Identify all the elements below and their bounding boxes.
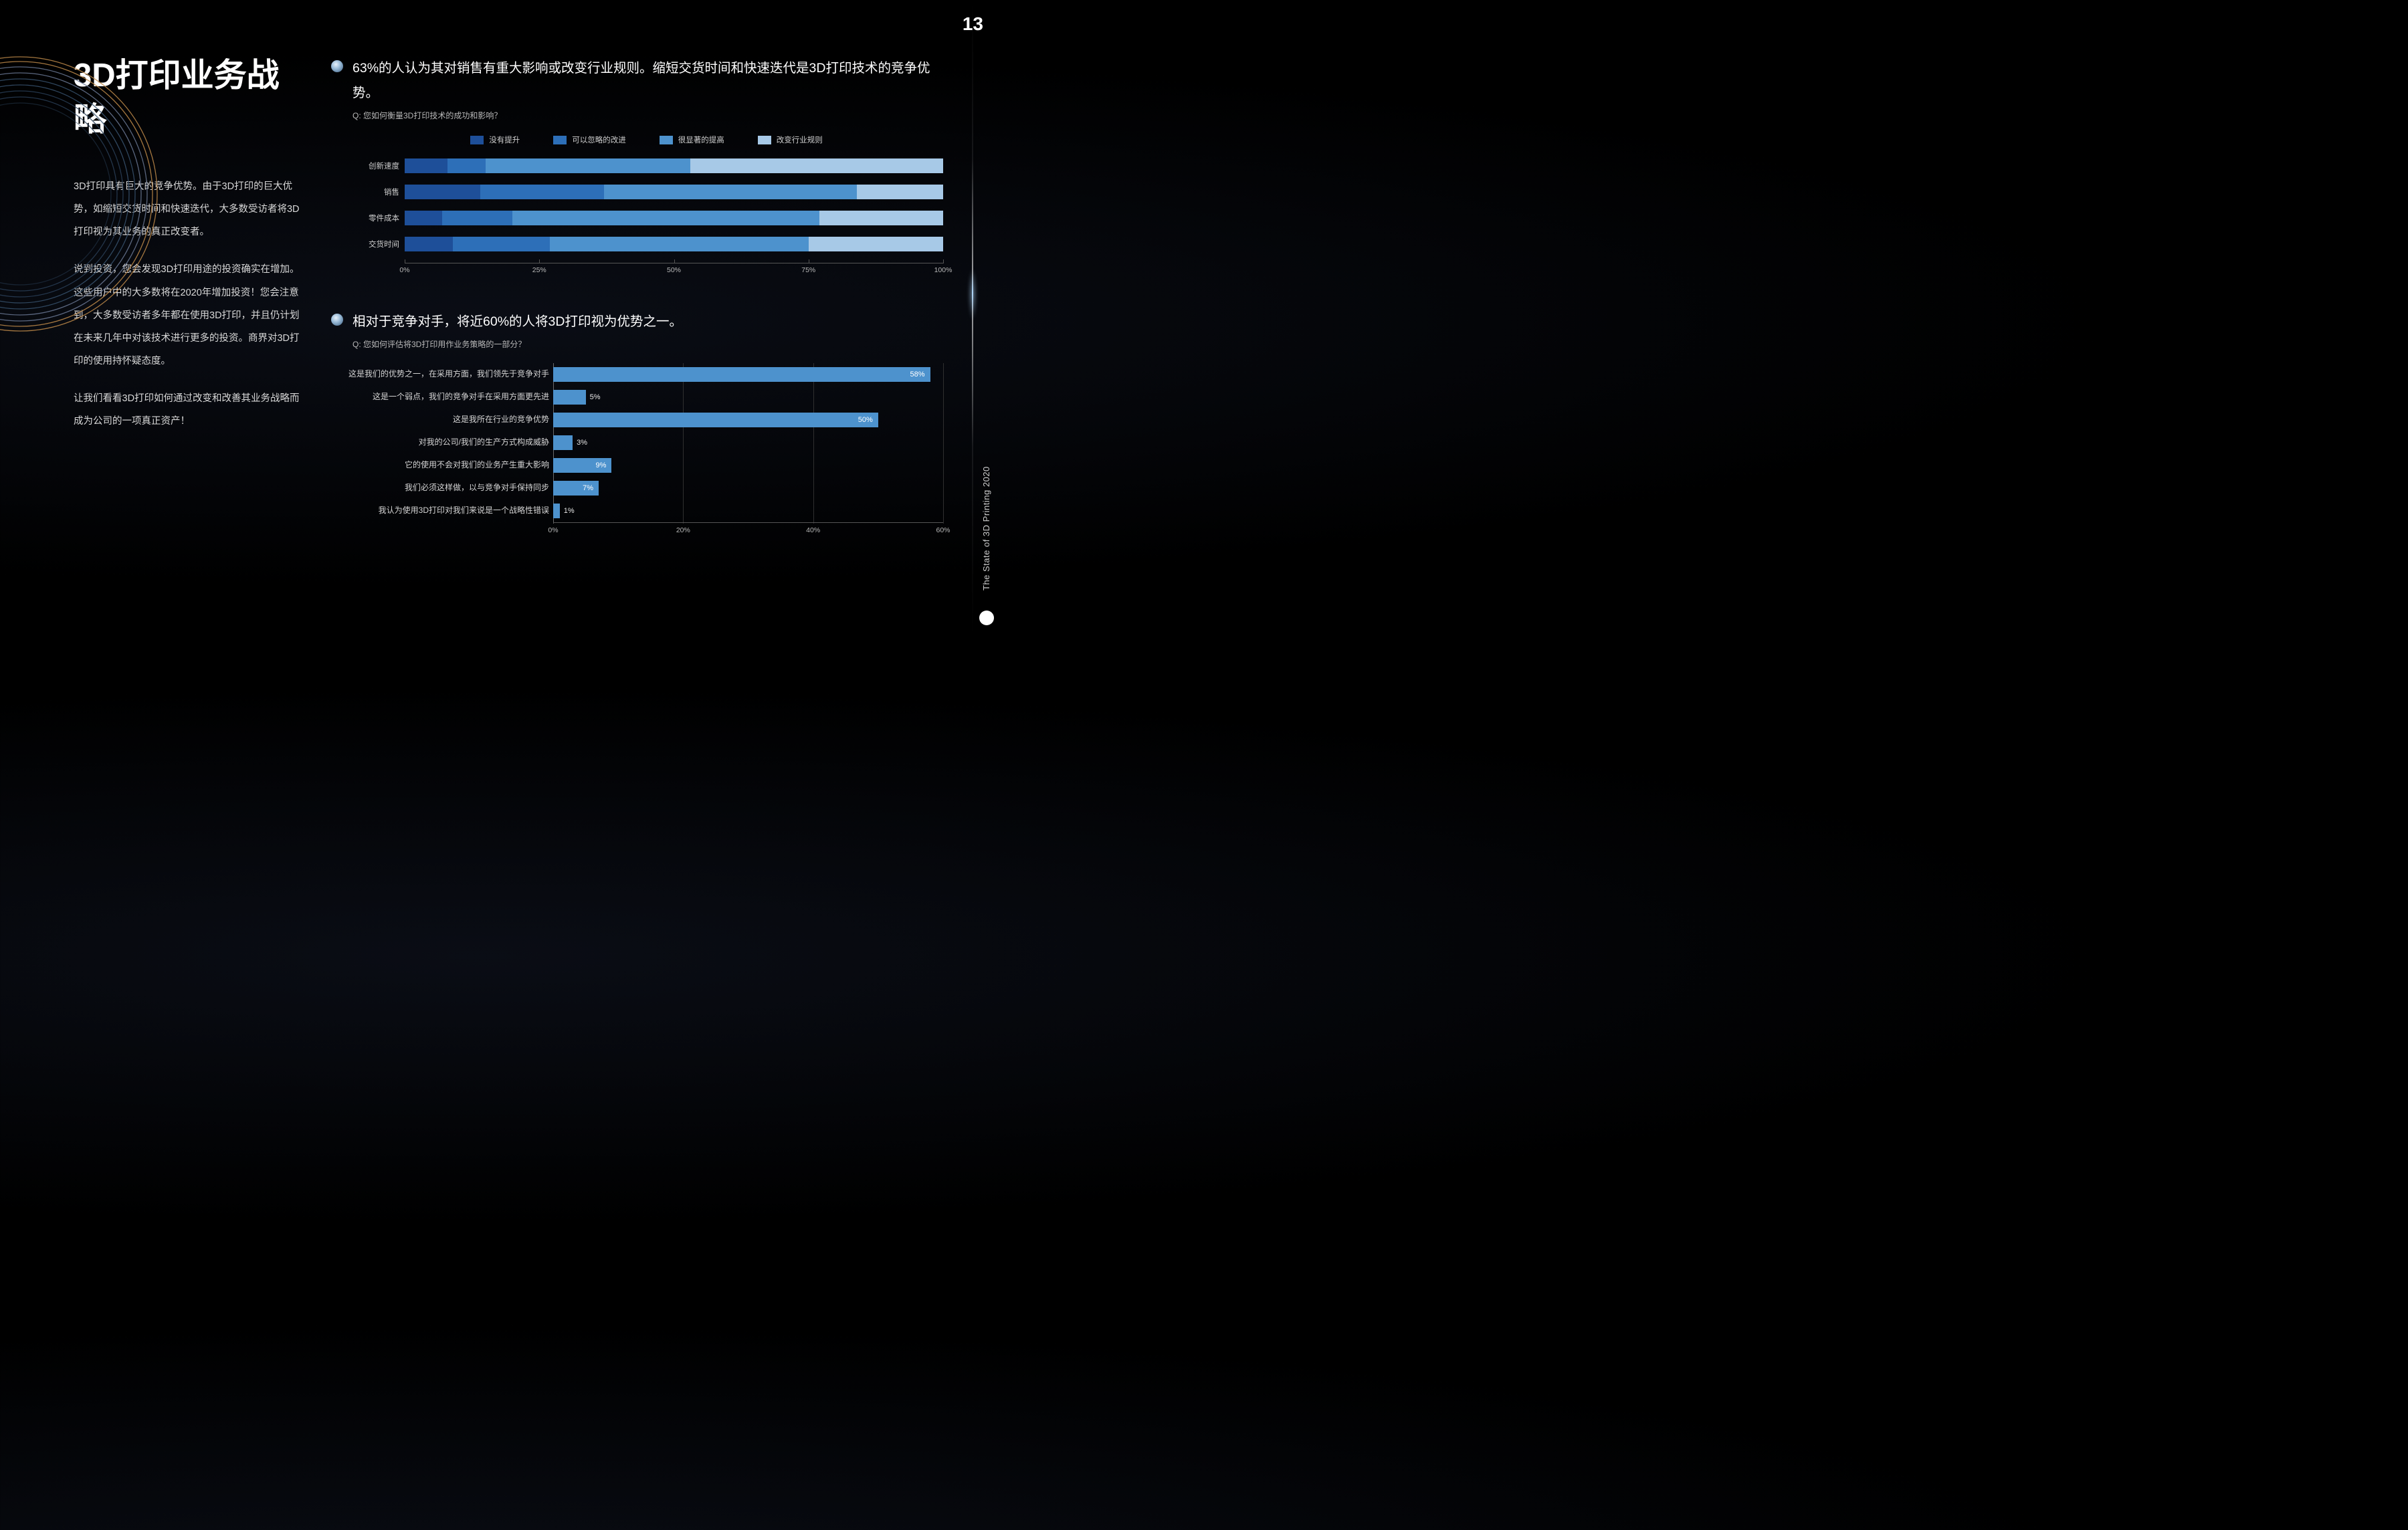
bar-row: 5% (553, 386, 943, 409)
stacked-chart: 没有提升 可以忽略的改进 很显著的提高 改变行业规则 创新速度销售零件成本交货时间 0… (350, 134, 943, 282)
bullet-icon (331, 60, 343, 72)
footer-label: The State of 3D Printing 2020 (981, 466, 991, 590)
bar-rect: 7% (553, 481, 599, 496)
bar-chart: 这是我们的优势之一，在采用方面，我们领先于竞争对手这是一个弱点，我们的竞争对手在… (339, 363, 943, 540)
bar-rect: 58% (553, 367, 930, 382)
bar-label: 这是我们的优势之一，在采用方面，我们领先于竞争对手 (339, 363, 553, 386)
legend-item: 很显著的提高 (660, 134, 724, 145)
stacked-segment (604, 185, 857, 199)
stacked-row-label: 销售 (350, 185, 405, 199)
legend-label: 没有提升 (489, 134, 520, 145)
bar-value: 5% (590, 393, 601, 401)
bar-label: 这是我所在行业的竞争优势 (339, 409, 553, 431)
bar-label: 我们必须这样做，以与竞争对手保持同步 (339, 477, 553, 500)
axis-tick-label: 100% (934, 266, 952, 274)
legend-label: 改变行业规则 (777, 134, 823, 145)
stacked-segment (442, 211, 512, 225)
stacked-segment (453, 237, 550, 251)
light-flare-decoration (972, 0, 973, 637)
stacked-segment (480, 185, 604, 199)
stacked-row (405, 237, 943, 251)
stacked-segment (405, 237, 453, 251)
bar-rect: 9% (553, 458, 611, 473)
axis-tick-label: 75% (801, 266, 815, 274)
axis-tick-label: 40% (806, 526, 820, 534)
section1-headline: 63%的人认为其对销售有重大影响或改变行业规则。缩短交货时间和快速迭代是3D打印… (353, 56, 943, 106)
main-title: 3D打印业务战略 (74, 53, 304, 142)
bar-row: 7% (553, 477, 943, 500)
bar-row: 1% (553, 500, 943, 522)
bar-row: 3% (553, 431, 943, 454)
bar-rect: 50% (553, 413, 878, 427)
body-text: 3D打印具有巨大的竞争优势。由于3D打印的巨大优势，如缩短交货时间和快速迭代，大… (74, 175, 304, 433)
legend-swatch (660, 136, 673, 144)
bar-label: 对我的公司/我们的生产方式构成威胁 (339, 431, 553, 454)
section-stacked-impact: 63%的人认为其对销售有重大影响或改变行业规则。缩短交货时间和快速迭代是3D打印… (331, 56, 943, 282)
bar-row: 58% (553, 363, 943, 386)
bar-label: 它的使用不会对我们的业务产生重大影响 (339, 454, 553, 477)
section2-subtitle: Q: 您如何评估将3D打印用作业务策略的一部分？ (353, 338, 943, 350)
stacked-legend: 没有提升 可以忽略的改进 很显著的提高 改变行业规则 (350, 134, 943, 145)
axis-tick-label: 0% (399, 266, 409, 274)
bar-rect (553, 504, 560, 518)
body-paragraph: 让我们看看3D打印如何通过改变和改善其业务战略而成为公司的一项真正资产！ (74, 387, 304, 433)
legend-label: 很显著的提高 (678, 134, 724, 145)
bar-value: 1% (564, 507, 575, 515)
axis-tick-label: 20% (676, 526, 690, 534)
section1-subtitle: Q: 您如何衡量3D打印技术的成功和影响？ (353, 110, 943, 121)
grid-line (943, 363, 944, 524)
stacked-row (405, 211, 943, 225)
stacked-segment (819, 211, 943, 225)
axis-tick-label: 60% (936, 526, 950, 534)
stacked-row (405, 185, 943, 199)
stacked-x-axis: 0%25%50%75%100% (405, 263, 943, 282)
axis-tick-label: 25% (532, 266, 546, 274)
stacked-segment (405, 185, 480, 199)
stacked-segment (405, 211, 442, 225)
stacked-row-label: 创新速度 (350, 158, 405, 173)
axis-tick-label: 50% (667, 266, 681, 274)
section2-headline: 相对于竞争对手，将近60%的人将3D打印视为优势之一。 (353, 310, 682, 334)
bar-rect (553, 390, 586, 405)
stacked-segment (690, 158, 943, 173)
legend-item: 没有提升 (470, 134, 520, 145)
stacked-segment (857, 185, 943, 199)
bar-rect (553, 435, 573, 450)
stacked-segment (550, 237, 808, 251)
footer-logo-icon (979, 611, 994, 625)
legend-item: 可以忽略的改进 (553, 134, 626, 145)
bullet-icon (331, 314, 343, 326)
stacked-row (405, 158, 943, 173)
bar-row: 50% (553, 409, 943, 431)
legend-item: 改变行业规则 (758, 134, 823, 145)
bar-row: 9% (553, 454, 943, 477)
axis-tick-label: 0% (548, 526, 558, 534)
stacked-segment (512, 211, 819, 225)
legend-label: 可以忽略的改进 (572, 134, 626, 145)
bar-x-axis: 0%20%40%60% (553, 522, 943, 540)
stacked-segment (809, 237, 943, 251)
bar-label: 这是一个弱点，我们的竞争对手在采用方面更先进 (339, 386, 553, 409)
legend-swatch (470, 136, 484, 144)
stacked-segment (447, 158, 485, 173)
stacked-row-label: 交货时间 (350, 237, 405, 251)
stacked-segment (405, 158, 447, 173)
stacked-row-label: 零件成本 (350, 211, 405, 225)
bar-label: 我认为使用3D打印对我们来说是一个战略性错误 (339, 500, 553, 522)
stacked-segment (486, 158, 690, 173)
legend-swatch (758, 136, 771, 144)
bar-value: 3% (577, 439, 587, 447)
legend-swatch (553, 136, 567, 144)
body-paragraph: 说到投资，您会发现3D打印用途的投资确实在增加。 这些用户中的大多数将在2020… (74, 258, 304, 372)
section-bar-strategy: 相对于竞争对手，将近60%的人将3D打印视为优势之一。 Q: 您如何评估将3D打… (331, 310, 943, 540)
body-paragraph: 3D打印具有巨大的竞争优势。由于3D打印的巨大优势，如缩短交货时间和快速迭代，大… (74, 175, 304, 243)
